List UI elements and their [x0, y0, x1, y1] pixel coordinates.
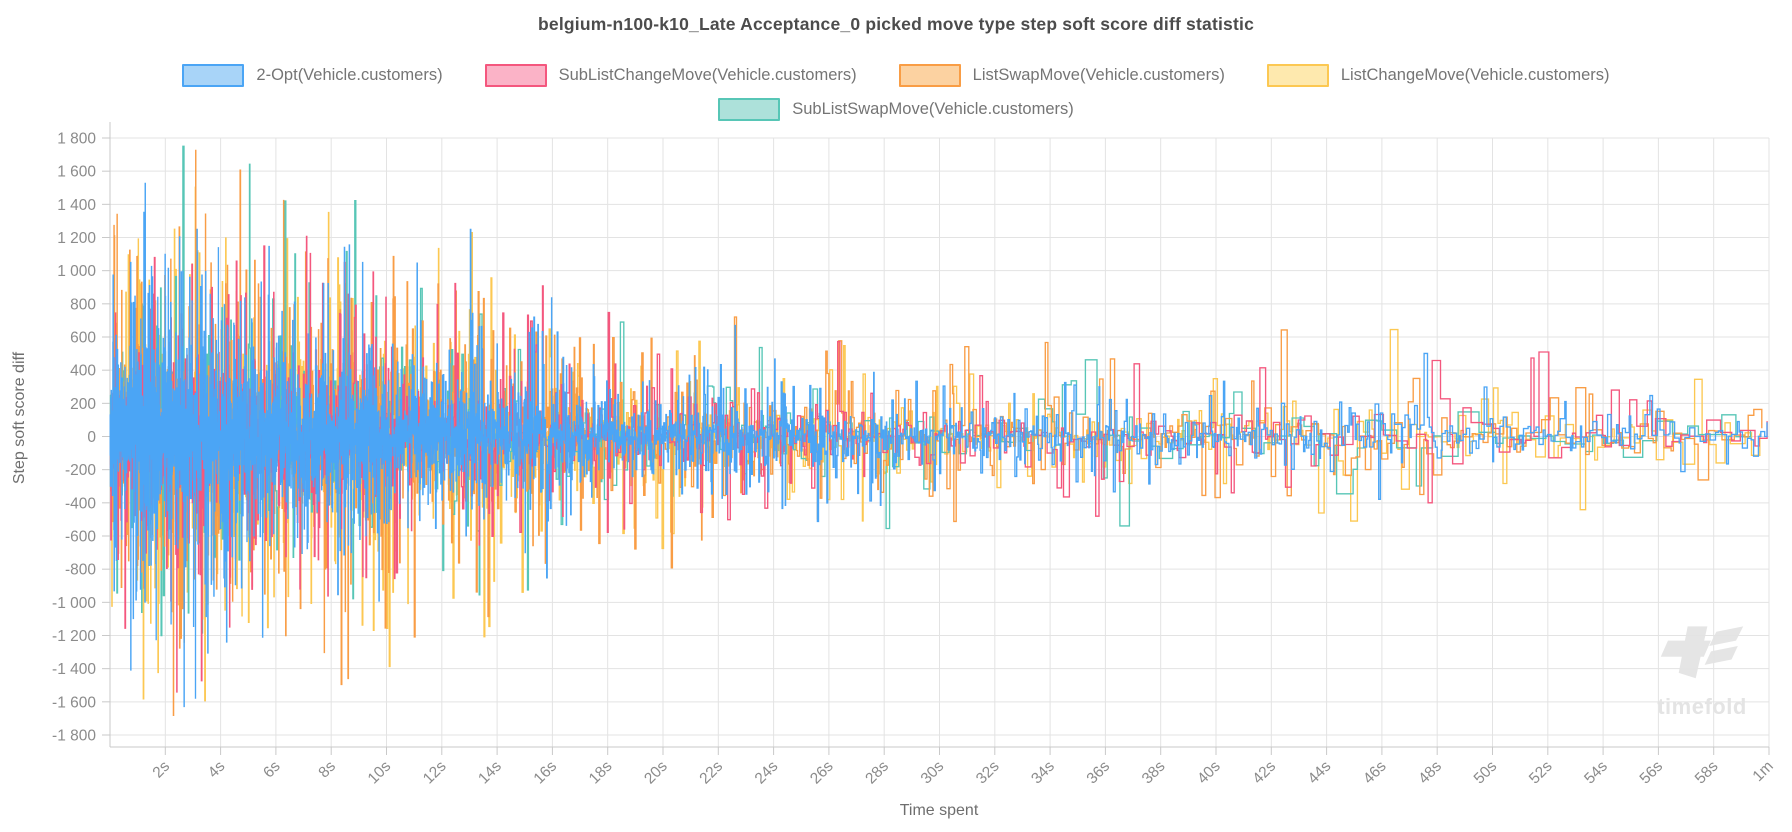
legend-row-2: SubListSwapMove(Vehicle.customers) — [0, 96, 1792, 122]
x-tick-label: 46s — [1360, 758, 1390, 788]
legend-label: SubListSwapMove(Vehicle.customers) — [792, 99, 1074, 118]
x-tick-label: 48s — [1415, 758, 1445, 788]
x-tick-label: 2s — [150, 758, 174, 782]
legend-swatch-2opt — [182, 63, 245, 87]
y-tick-label: -1 800 — [52, 728, 96, 745]
series-line-2opt — [109, 182, 1768, 708]
x-tick-label: 52s — [1526, 758, 1556, 788]
y-tick-label: 600 — [70, 330, 96, 347]
x-tick-label: 26s — [807, 758, 837, 788]
y-tick-label: -200 — [65, 462, 96, 479]
y-tick-label: -400 — [65, 495, 96, 512]
timefold-watermark: timefold — [1650, 626, 1754, 720]
y-tick-label: 1 200 — [57, 230, 96, 247]
x-tick-label: 16s — [531, 758, 561, 788]
chart-title: belgium-n100-k10_Late Acceptance_0 picke… — [538, 14, 1254, 34]
x-tick-label: 38s — [1139, 758, 1169, 788]
legend-item-sublistswap[interactable]: SubListSwapMove(Vehicle.customers) — [718, 97, 1074, 121]
y-tick-label: 800 — [70, 296, 96, 313]
legend-swatch-sublistswap — [718, 97, 781, 121]
y-tick-label: -1 200 — [52, 628, 96, 645]
x-tick-label: 32s — [973, 758, 1003, 788]
x-tick-label: 28s — [862, 758, 892, 788]
legend-item-listswap[interactable]: ListSwapMove(Vehicle.customers) — [898, 63, 1225, 87]
x-tick-label: 40s — [1194, 758, 1224, 788]
x-tick-label: 4s — [205, 758, 229, 782]
legend-swatch-listswap — [898, 63, 961, 87]
legend-item-2opt[interactable]: 2-Opt(Vehicle.customers) — [182, 63, 443, 87]
x-tick-label: 44s — [1305, 758, 1335, 788]
x-tick-label: 18s — [586, 758, 616, 788]
y-tick-label: 200 — [70, 396, 96, 413]
legend-row-1: 2-Opt(Vehicle.customers) SubListChangeMov… — [0, 62, 1792, 88]
x-tick-label: 50s — [1471, 758, 1501, 788]
x-tick-label: 54s — [1581, 758, 1611, 788]
legend-item-listchange[interactable]: ListChangeMove(Vehicle.customers) — [1266, 63, 1610, 87]
y-tick-label: 1 400 — [57, 197, 96, 214]
x-tick-label: 34s — [1028, 758, 1058, 788]
x-tick-label: 36s — [1084, 758, 1114, 788]
x-tick-label: 22s — [696, 758, 726, 788]
y-tick-label: -1 000 — [52, 595, 96, 612]
legend-swatch-listchange — [1266, 63, 1329, 87]
x-tick-label: 1m — [1750, 758, 1777, 785]
y-tick-label: 0 — [87, 429, 96, 446]
timefold-logo-text: timefold — [1657, 694, 1747, 719]
legend-label: 2-Opt(Vehicle.customers) — [256, 65, 443, 84]
x-tick-label: 12s — [420, 758, 450, 788]
y-axis-title: Step soft score diff — [11, 351, 28, 484]
timefold-logo-icon — [1660, 626, 1744, 679]
y-tick-label: -800 — [65, 562, 96, 579]
x-axis-title: Time spent — [900, 802, 979, 819]
x-tick-label: 24s — [752, 758, 782, 788]
y-tick-label: 400 — [70, 363, 96, 380]
y-tick-label: 1 800 — [57, 131, 96, 148]
x-tick-label: 20s — [641, 758, 671, 788]
x-tick-label: 8s — [315, 758, 339, 782]
x-tick-label: 42s — [1249, 758, 1279, 788]
legend-swatch-sublistchange — [484, 63, 547, 87]
series-lines — [109, 145, 1768, 716]
y-tick-label: -1 400 — [52, 661, 96, 678]
x-tick-label: 6s — [260, 758, 284, 782]
y-tick-label: 1 600 — [57, 164, 96, 181]
x-tick-label: 14s — [475, 758, 505, 788]
legend-label: ListSwapMove(Vehicle.customers) — [972, 65, 1225, 84]
y-tick-label: -1 600 — [52, 694, 96, 711]
y-tick-label: 1 000 — [57, 263, 96, 280]
x-tick-label: 30s — [918, 758, 948, 788]
x-tick-label: 58s — [1692, 758, 1722, 788]
legend-label: ListChangeMove(Vehicle.customers) — [1340, 65, 1610, 84]
legend-label: SubListChangeMove(Vehicle.customers) — [558, 65, 857, 84]
legend-item-sublistchange[interactable]: SubListChangeMove(Vehicle.customers) — [484, 63, 857, 87]
legend: 2-Opt(Vehicle.customers) SubListChangeMov… — [0, 62, 1792, 130]
x-tick-label: 56s — [1637, 758, 1667, 788]
x-tick-label: 10s — [365, 758, 395, 788]
y-tick-label: -600 — [65, 529, 96, 546]
